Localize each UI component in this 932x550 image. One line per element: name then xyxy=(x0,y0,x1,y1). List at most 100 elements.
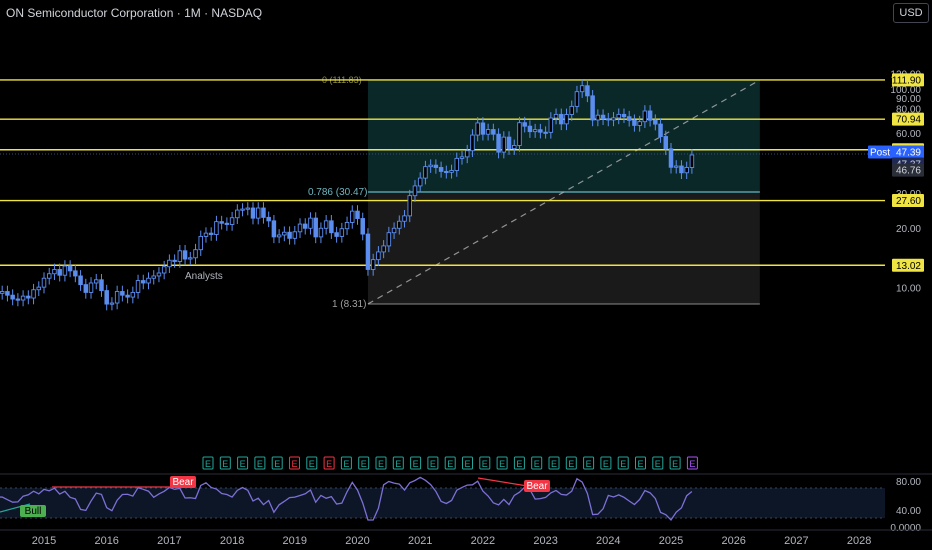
candle xyxy=(365,228,371,276)
earnings-marker: E xyxy=(237,456,249,470)
earnings-marker-letter: E xyxy=(205,459,211,469)
earnings-marker-letter: E xyxy=(637,459,643,469)
candle-body xyxy=(350,210,355,223)
candle-body xyxy=(292,231,298,239)
candle xyxy=(292,225,298,245)
candle-body xyxy=(83,284,89,293)
candle-body xyxy=(663,136,669,150)
candles xyxy=(0,79,695,311)
x-tick-label: 2020 xyxy=(345,535,369,547)
candle xyxy=(323,215,329,235)
candle-body xyxy=(151,275,156,279)
earnings-marker-letter: E xyxy=(568,459,574,469)
candle xyxy=(449,164,454,179)
earnings-marker: E xyxy=(583,456,595,470)
candle xyxy=(5,285,10,302)
price-label-bg xyxy=(892,258,924,272)
candle xyxy=(433,159,439,174)
candle xyxy=(397,215,402,235)
candle-body xyxy=(78,275,83,286)
candle xyxy=(214,215,219,241)
earnings-marker: E xyxy=(496,456,508,470)
candle-body xyxy=(527,125,533,133)
rsi-signal-bear: Bear xyxy=(170,476,196,488)
earnings-marker-box xyxy=(565,456,577,470)
candle xyxy=(647,105,653,127)
earnings-marker-box xyxy=(427,456,439,470)
candle xyxy=(579,79,585,98)
earnings-marker-box xyxy=(686,456,698,470)
earnings-marker-letter: E xyxy=(378,459,384,469)
earnings-marker-letter: E xyxy=(274,459,280,469)
currency-button[interactable]: USD xyxy=(893,3,929,23)
candle xyxy=(0,285,5,300)
candle xyxy=(250,202,256,225)
candle xyxy=(527,120,533,138)
candle xyxy=(616,108,622,125)
earnings-marker-letter: E xyxy=(551,459,557,469)
earnings-marker-letter: E xyxy=(620,459,626,469)
candle-body xyxy=(564,114,569,125)
earnings-marker: E xyxy=(410,456,422,470)
candle-body xyxy=(266,216,271,222)
candle-body xyxy=(182,250,188,260)
earnings-marker: E xyxy=(306,456,318,470)
candle xyxy=(229,211,235,231)
candle xyxy=(658,118,663,143)
candle xyxy=(522,116,527,133)
candle-body xyxy=(444,170,449,174)
candle xyxy=(46,267,52,285)
earnings-marker-letter: E xyxy=(464,459,470,469)
earnings-marker: E xyxy=(219,456,231,470)
candle-body xyxy=(491,129,496,135)
candle xyxy=(78,270,83,291)
candle-body xyxy=(161,266,167,274)
rsi-signal-bear: Bear xyxy=(524,480,550,492)
candle-body xyxy=(93,279,99,284)
candle-body xyxy=(46,273,52,279)
x-tick-label: 2022 xyxy=(471,535,495,547)
candle xyxy=(673,160,679,174)
earnings-marker-box xyxy=(669,456,681,470)
x-tick-label: 2026 xyxy=(721,535,745,547)
candle-body xyxy=(261,207,266,218)
earnings-marker-box xyxy=(254,456,266,470)
candle xyxy=(156,267,162,283)
earnings-marker: E xyxy=(462,456,473,470)
candle xyxy=(512,139,517,155)
candle-body xyxy=(287,231,292,239)
candle xyxy=(668,142,674,174)
candle-body xyxy=(31,289,36,299)
earnings-marker: E xyxy=(254,456,266,470)
signal-label: Bear xyxy=(526,481,548,492)
candle-body xyxy=(600,114,606,120)
earnings-marker: E xyxy=(652,456,664,470)
candle xyxy=(329,215,334,239)
candle-body xyxy=(282,231,287,236)
candle-body xyxy=(177,250,183,262)
candle xyxy=(161,260,167,280)
candle-body xyxy=(626,116,632,121)
candle-body xyxy=(172,259,177,262)
candle-body xyxy=(611,117,616,121)
earnings-marker-box xyxy=(271,456,283,470)
x-tick-label: 2018 xyxy=(220,535,244,547)
candle-body xyxy=(255,207,261,219)
earnings-marker: E xyxy=(686,456,698,470)
earnings-marker-box xyxy=(583,456,595,470)
price-label: 111.90 xyxy=(892,73,924,87)
candle xyxy=(120,285,125,302)
candle xyxy=(548,112,554,139)
earnings-marker-letter: E xyxy=(240,459,246,469)
candle xyxy=(585,79,590,103)
earnings-marker-box xyxy=(513,456,525,470)
y-tick-label: 10.00 xyxy=(896,284,921,295)
candle-body xyxy=(125,294,130,298)
post-tag: Post xyxy=(868,145,892,159)
candle xyxy=(177,244,183,268)
candle-body xyxy=(10,294,15,300)
candle-body xyxy=(381,245,386,253)
candle xyxy=(370,253,376,276)
analysts-label: Analysts xyxy=(185,271,223,282)
